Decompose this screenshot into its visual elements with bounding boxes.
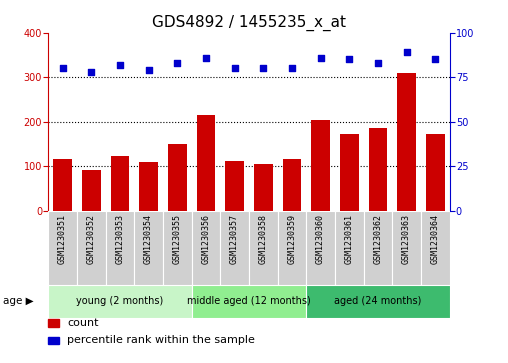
Bar [397,73,416,211]
Bar [369,128,387,211]
Bar [111,156,129,211]
Text: count: count [67,318,99,328]
Bar [340,134,359,211]
Point [431,56,439,62]
Bar [48,285,192,318]
Bar [48,211,77,285]
Text: GSM1230361: GSM1230361 [345,213,354,264]
Bar [335,211,364,285]
Text: young (2 months): young (2 months) [76,296,164,306]
Point [87,69,96,75]
Bar [220,211,249,285]
Bar [134,211,163,285]
Text: GSM1230357: GSM1230357 [230,213,239,264]
Point [144,67,152,73]
Bar [163,211,192,285]
Point [58,65,67,71]
Text: middle aged (12 months): middle aged (12 months) [187,296,311,306]
Bar [426,134,444,211]
Point [173,60,181,66]
Bar [192,211,220,285]
Text: GSM1230353: GSM1230353 [115,213,124,264]
Point [202,55,210,61]
Bar [197,115,215,211]
Title: GDS4892 / 1455235_x_at: GDS4892 / 1455235_x_at [152,15,346,31]
Bar [77,211,106,285]
Bar [168,144,186,211]
Bar [192,285,306,318]
Bar [277,211,306,285]
Bar [306,211,335,285]
Text: GSM1230360: GSM1230360 [316,213,325,264]
Text: percentile rank within the sample: percentile rank within the sample [67,335,255,346]
Text: GSM1230363: GSM1230363 [402,213,411,264]
Bar [254,164,273,211]
Point [288,65,296,71]
Bar [311,120,330,211]
Point [402,49,410,55]
Text: age ▶: age ▶ [3,296,33,306]
Bar [364,211,392,285]
Text: GSM1230358: GSM1230358 [259,213,268,264]
Point [345,56,353,62]
Text: GSM1230364: GSM1230364 [431,213,440,264]
Point [259,65,267,71]
Text: GSM1230351: GSM1230351 [58,213,67,264]
Point [116,62,124,68]
Text: GSM1230355: GSM1230355 [173,213,182,264]
Text: GSM1230362: GSM1230362 [373,213,383,264]
Text: GSM1230354: GSM1230354 [144,213,153,264]
Text: GSM1230352: GSM1230352 [87,213,96,264]
Bar [82,170,101,211]
Text: GSM1230356: GSM1230356 [201,213,210,264]
Bar [392,211,421,285]
Point [231,65,239,71]
Bar [53,159,72,211]
Text: aged (24 months): aged (24 months) [334,296,422,306]
Bar [282,159,301,211]
Point [316,55,325,61]
Bar [421,211,450,285]
Bar [225,161,244,211]
Point [374,60,382,66]
Bar [249,211,277,285]
Bar [139,162,158,211]
Text: GSM1230359: GSM1230359 [288,213,297,264]
Bar [306,285,450,318]
Bar [106,211,134,285]
